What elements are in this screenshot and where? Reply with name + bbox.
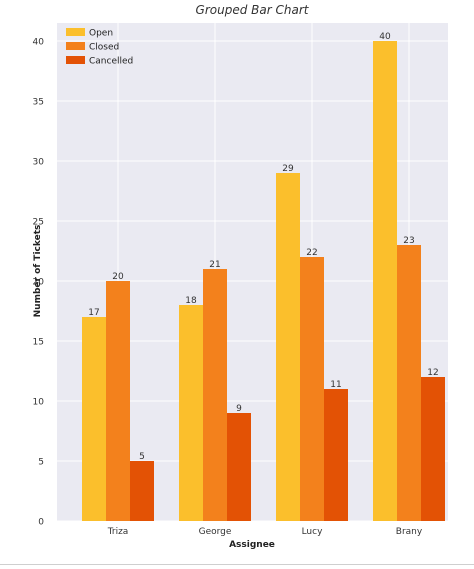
data-label: 20 [112, 272, 124, 282]
bar-closed [397, 245, 421, 521]
data-label: 29 [282, 164, 294, 174]
y-tick-label: 0 [38, 518, 44, 528]
x-tick-label: Brany [396, 527, 423, 537]
bar-cancelled [130, 461, 154, 521]
data-label: 9 [236, 404, 242, 414]
bar-cancelled [227, 413, 251, 521]
data-label: 40 [379, 32, 391, 42]
bar-cancelled [421, 377, 445, 521]
x-axis-label: Assignee [229, 540, 275, 550]
legend-swatch-cancelled [66, 56, 85, 64]
x-tick-labels: Triza George Lucy Brany [107, 527, 423, 537]
data-label: 5 [139, 452, 145, 462]
data-label: 23 [403, 236, 414, 246]
bar-open [276, 173, 300, 521]
bar-closed [106, 281, 130, 521]
y-tick-label: 10 [33, 398, 45, 408]
data-label: 17 [88, 308, 99, 318]
bar-closed [203, 269, 227, 521]
legend-swatch-closed [66, 42, 85, 50]
y-tick-label: 40 [33, 38, 45, 48]
bar-open [373, 41, 397, 521]
y-tick-label: 5 [38, 458, 44, 468]
data-label: 12 [427, 368, 438, 378]
y-tick-label: 15 [33, 338, 44, 348]
legend-label: Closed [89, 43, 119, 53]
data-label: 18 [185, 296, 197, 306]
x-tick-label: George [199, 527, 232, 537]
y-tick-labels: 0 5 10 15 20 25 30 35 40 [33, 38, 45, 528]
bar-open [179, 305, 203, 521]
legend-label: Open [89, 29, 113, 39]
bottom-divider [0, 564, 474, 565]
data-label: 22 [306, 248, 317, 258]
legend-label: Cancelled [89, 57, 133, 67]
y-tick-label: 35 [33, 98, 44, 108]
y-tick-label: 20 [33, 278, 45, 288]
y-axis-label: Number of Tickets [33, 225, 43, 318]
x-tick-label: Triza [107, 527, 129, 537]
bars [82, 41, 445, 521]
x-tick-label: Lucy [302, 527, 324, 537]
data-label: 11 [330, 380, 341, 390]
bar-closed [300, 257, 324, 521]
chart-title: Grouped Bar Chart [196, 3, 310, 17]
data-labels: 17 18 29 40 20 21 22 23 5 9 11 12 [88, 32, 438, 462]
bar-cancelled [324, 389, 348, 521]
legend: Open Closed Cancelled [66, 28, 133, 67]
bar-open [82, 317, 106, 521]
data-label: 21 [209, 260, 220, 270]
y-tick-label: 30 [33, 158, 45, 168]
legend-swatch-open [66, 28, 85, 36]
y-tick-label: 25 [33, 218, 44, 228]
